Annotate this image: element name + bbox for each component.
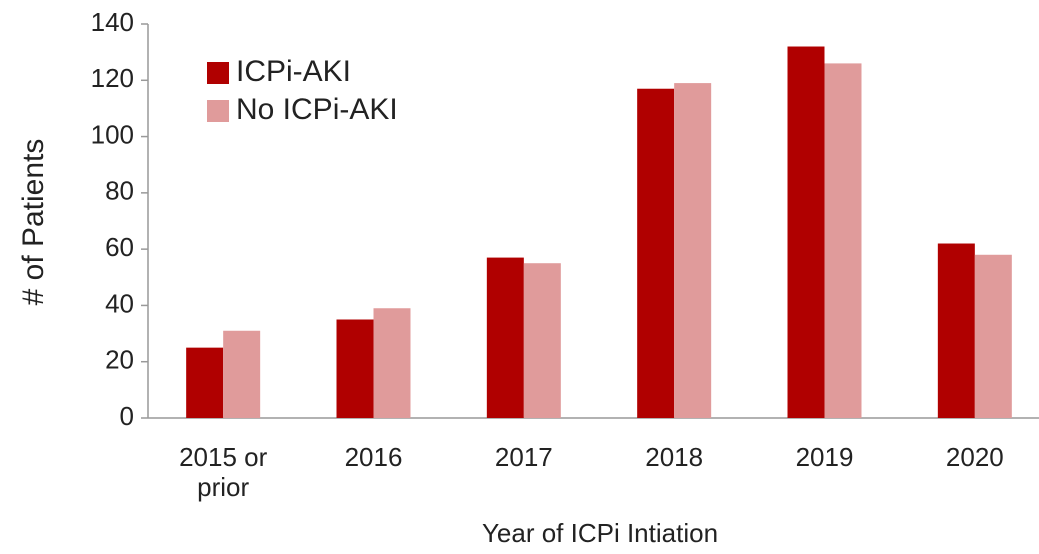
y-axis-title: # of Patients [17, 139, 50, 306]
y-tick-label: 60 [105, 232, 134, 262]
y-tick-label: 80 [105, 176, 134, 206]
legend-swatch [207, 62, 229, 84]
bar [937, 243, 975, 418]
bar [186, 347, 224, 418]
y-tick-label: 100 [91, 119, 134, 149]
legend-label: ICPi-AKI [236, 55, 351, 88]
x-tick-label: 2016 [344, 442, 403, 472]
bar [637, 88, 675, 418]
y-tick-label: 0 [120, 401, 134, 431]
legend-swatch [207, 100, 229, 122]
y-tick-label: 140 [91, 7, 134, 37]
bar [787, 46, 825, 419]
y-tick-label: 120 [91, 63, 134, 93]
x-tick-label: 2017 [494, 442, 553, 472]
bar [674, 83, 712, 418]
x-axis-title: Year of ICPi Intiation [482, 518, 718, 548]
y-tick-label: 20 [105, 345, 134, 375]
bar [523, 263, 561, 418]
bar [336, 319, 374, 418]
legend-label: No ICPi-AKI [236, 93, 398, 126]
x-tick-label: 2018 [645, 442, 704, 472]
y-tick-label: 40 [105, 288, 134, 318]
bar [373, 308, 411, 418]
bar [974, 254, 1012, 418]
x-tick-label: 2015 or prior [179, 442, 268, 502]
bar [223, 330, 261, 418]
x-tick-label: 2020 [945, 442, 1004, 472]
bar [486, 257, 524, 418]
x-tick-label: 2019 [795, 442, 854, 472]
bar [824, 63, 862, 419]
